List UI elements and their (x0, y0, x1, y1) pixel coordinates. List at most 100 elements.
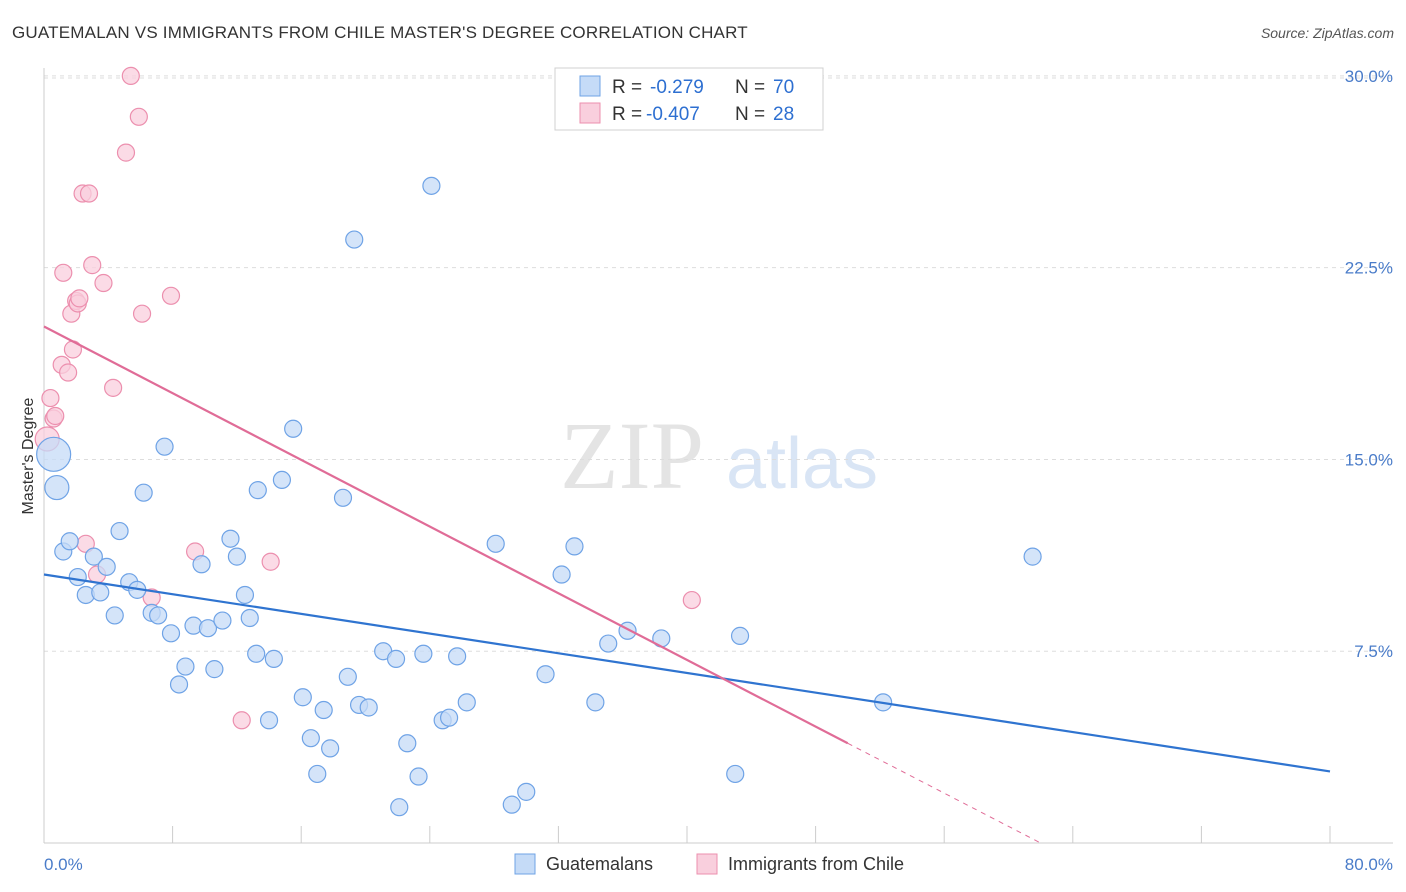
data-point (248, 481, 267, 500)
data-point (338, 667, 357, 686)
data-point (439, 708, 459, 727)
series-legend: Guatemalans Immigrants from Chile (514, 853, 904, 875)
data-point (232, 711, 251, 730)
legend-swatch-pink (579, 102, 601, 124)
x-ticks (43, 826, 1331, 843)
data-point (83, 256, 102, 275)
data-point (198, 619, 218, 638)
data-point (448, 647, 467, 666)
data-point (59, 363, 78, 382)
legend-r-label: R = (612, 77, 642, 98)
data-point (221, 529, 240, 548)
data-point (70, 289, 89, 308)
data-point (91, 583, 110, 602)
data-point (155, 437, 174, 456)
y-tick-label: 7.5% (1354, 642, 1393, 661)
data-point (104, 378, 123, 397)
data-point (121, 66, 140, 85)
data-point (161, 286, 181, 305)
legend-r-label: R = (612, 104, 642, 125)
data-point (682, 590, 701, 610)
data-point (176, 657, 195, 676)
chile-trendline (43, 325, 849, 745)
data-point (293, 688, 312, 707)
data-point (261, 552, 280, 571)
data-point (60, 532, 79, 551)
data-point (169, 675, 189, 694)
data-point (105, 606, 124, 625)
data-point (68, 567, 87, 587)
data-point (129, 107, 148, 126)
data-point (44, 474, 70, 501)
chart-title: GUATEMALAN VS IMMIGRANTS FROM CHILE MAST… (12, 23, 748, 42)
data-point (398, 734, 417, 753)
data-point (161, 624, 181, 643)
y-tick-labels: 7.5% 15.0% 22.5% 30.0% (1345, 67, 1393, 661)
data-point (272, 470, 292, 490)
trendlines (43, 325, 1331, 844)
data-point (414, 644, 433, 663)
data-point (192, 555, 211, 574)
y-tick-label: 22.5% (1345, 259, 1393, 278)
bottom-legend-guatemalans: Guatemalans (546, 854, 653, 874)
source-label: Source: ZipAtlas.com (1260, 25, 1394, 41)
bottom-legend-swatch-pink (696, 853, 718, 875)
data-point (134, 483, 153, 502)
data-point (46, 406, 65, 426)
data-point (235, 585, 255, 605)
data-point (345, 230, 364, 249)
x-tick-label-min: 0.0% (44, 855, 83, 874)
bottom-legend-chile: Immigrants from Chile (728, 854, 904, 874)
data-point (240, 608, 259, 628)
data-point (84, 547, 103, 566)
data-point (359, 698, 378, 717)
legend-n-label: N = (735, 77, 765, 98)
chile-trendline-extension (847, 742, 1041, 844)
legend-r-value-blue: -0.279 (650, 77, 704, 98)
data-point (457, 693, 476, 712)
data-point (314, 700, 333, 720)
data-point (116, 143, 136, 162)
data-point (565, 537, 584, 556)
data-point (301, 729, 320, 748)
legend-swatch-blue (579, 75, 601, 97)
data-point (486, 534, 505, 553)
data-point (54, 263, 73, 282)
data-point (333, 488, 353, 507)
data-point (227, 547, 246, 566)
y-tick-label: 15.0% (1345, 450, 1393, 469)
y-tick-label: 30.0% (1345, 67, 1393, 86)
legend-n-label: N = (735, 104, 765, 125)
gridlines (44, 75, 1393, 652)
data-point (1023, 547, 1042, 566)
data-point (264, 649, 283, 668)
data-point (94, 273, 113, 293)
legend-r-value-pink: -0.407 (646, 104, 700, 125)
data-point (36, 436, 72, 472)
data-point (308, 764, 327, 784)
y-axis-title: Master's Degree (20, 397, 37, 514)
data-point (149, 606, 168, 625)
legend-n-value-blue: 70 (773, 77, 794, 98)
data-point (586, 693, 605, 712)
data-point (552, 565, 571, 584)
watermark-zip: ZIP (560, 402, 704, 509)
data-point (321, 739, 340, 758)
bottom-legend-swatch-blue (514, 853, 536, 875)
data-point (730, 626, 750, 645)
data-point (517, 782, 536, 801)
data-point (599, 634, 618, 653)
data-point (79, 184, 99, 203)
data-point (132, 304, 152, 323)
data-point (205, 660, 224, 679)
watermark-atlas: atlas (726, 424, 878, 504)
data-point (213, 611, 232, 630)
data-point (422, 176, 441, 195)
correlation-legend: R = -0.279 N = 70 R = -0.407 N = 28 (554, 67, 824, 131)
data-point (536, 665, 555, 684)
guatemalan-series (36, 176, 1042, 817)
data-point (41, 388, 60, 408)
guatemalan-trendline (43, 573, 1331, 773)
chile-series (34, 66, 701, 730)
